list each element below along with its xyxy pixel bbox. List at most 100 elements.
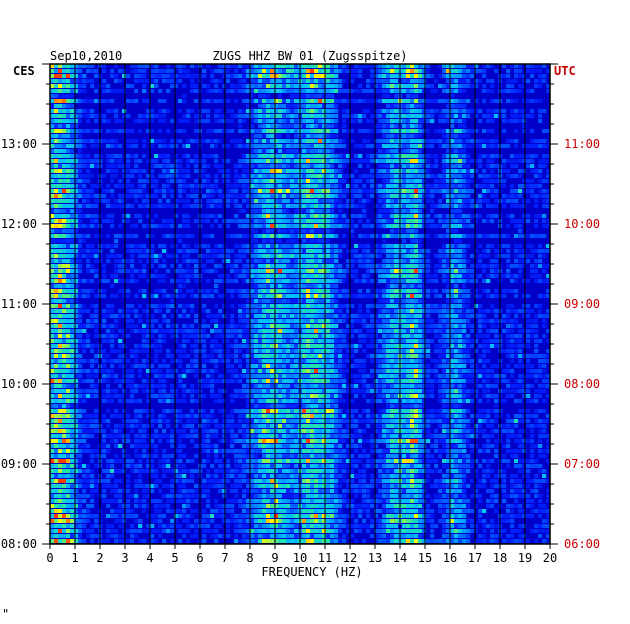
heatmap-cell — [426, 114, 431, 118]
heatmap-cell — [274, 324, 279, 328]
heatmap-cell — [50, 329, 55, 333]
heatmap-cell — [182, 144, 187, 148]
heatmap-cell — [442, 304, 447, 308]
heatmap-cell — [474, 69, 479, 73]
heatmap-cell — [390, 304, 395, 308]
heatmap-cell — [86, 254, 91, 258]
heatmap-cell — [310, 144, 315, 148]
heatmap-cell — [478, 294, 483, 298]
heatmap-cell — [190, 289, 195, 293]
heatmap-cell — [118, 159, 123, 163]
heatmap-cell — [346, 329, 351, 333]
heatmap-cell — [494, 334, 499, 338]
heatmap-cell — [410, 244, 415, 248]
heatmap-cell — [250, 254, 255, 258]
heatmap-cell — [334, 109, 339, 113]
heatmap-cell — [330, 254, 335, 258]
heatmap-cell — [394, 229, 399, 233]
heatmap-cell — [266, 124, 271, 128]
heatmap-cell — [410, 274, 415, 278]
heatmap-cell — [358, 219, 363, 223]
heatmap-cell — [482, 89, 487, 93]
heatmap-cell — [214, 119, 219, 123]
heatmap-cell — [178, 99, 183, 103]
heatmap-cell — [386, 299, 391, 303]
heatmap-cell — [410, 264, 415, 268]
heatmap-cell — [250, 179, 255, 183]
heatmap-cell — [354, 69, 359, 73]
heatmap-cell — [478, 334, 483, 338]
heatmap-cell — [366, 154, 371, 158]
heatmap-cell — [358, 279, 363, 283]
heatmap-cell — [54, 199, 59, 203]
heatmap-cell — [438, 319, 443, 323]
heatmap-cell — [410, 159, 415, 163]
heatmap-cell — [386, 259, 391, 263]
heatmap-cell — [330, 244, 335, 248]
heatmap-cell — [110, 144, 115, 148]
heatmap-cell — [478, 154, 483, 158]
heatmap-cell — [62, 74, 67, 78]
heatmap-cell — [518, 219, 523, 223]
heatmap-cell — [458, 84, 463, 88]
heatmap-cell — [394, 189, 399, 193]
heatmap-cell — [446, 119, 451, 123]
heatmap-cell — [242, 159, 247, 163]
heatmap-cell — [458, 214, 463, 218]
heatmap-cell — [114, 109, 119, 113]
heatmap-cell — [90, 289, 95, 293]
heatmap-cell — [54, 294, 59, 298]
heatmap-cell — [250, 124, 255, 128]
heatmap-cell — [514, 119, 519, 123]
heatmap-cell — [182, 254, 187, 258]
heatmap-cell — [210, 194, 215, 198]
heatmap-cell — [230, 304, 235, 308]
heatmap-cell — [50, 199, 55, 203]
heatmap-cell — [134, 234, 139, 238]
heatmap-cell — [230, 64, 235, 68]
heatmap-cell — [338, 144, 343, 148]
heatmap-cell — [210, 79, 215, 83]
heatmap-cell — [118, 194, 123, 198]
heatmap-cell — [166, 179, 171, 183]
heatmap-cell — [58, 284, 63, 288]
heatmap-cell — [290, 179, 295, 183]
heatmap-cell — [422, 289, 427, 293]
heatmap-cell — [154, 289, 159, 293]
heatmap-cell — [354, 184, 359, 188]
heatmap-cell — [418, 139, 423, 143]
heatmap-cell — [242, 279, 247, 283]
heatmap-cell — [62, 259, 67, 263]
heatmap-cell — [366, 304, 371, 308]
heatmap-cell — [270, 144, 275, 148]
heatmap-cell — [490, 304, 495, 308]
heatmap-cell — [318, 324, 323, 328]
heatmap-cell — [66, 279, 71, 283]
heatmap-cell — [406, 289, 411, 293]
heatmap-cell — [150, 249, 155, 253]
heatmap-cell — [310, 284, 315, 288]
heatmap-cell — [362, 319, 367, 323]
heatmap-cell — [274, 69, 279, 73]
heatmap-cell — [454, 99, 459, 103]
heatmap-cell — [314, 274, 319, 278]
heatmap-cell — [306, 284, 311, 288]
heatmap-cell — [62, 329, 67, 333]
heatmap-cell — [474, 99, 479, 103]
heatmap-cell — [538, 159, 543, 163]
heatmap-cell — [266, 209, 271, 213]
heatmap-cell — [374, 169, 379, 173]
heatmap-cell — [426, 274, 431, 278]
heatmap-cell — [270, 239, 275, 243]
heatmap-cell — [334, 119, 339, 123]
heatmap-cell — [218, 169, 223, 173]
heatmap-cell — [458, 269, 463, 273]
heatmap-cell — [458, 69, 463, 73]
heatmap-cell — [94, 224, 99, 228]
heatmap-cell — [370, 259, 375, 263]
heatmap-cell — [66, 114, 71, 118]
heatmap-cell — [326, 309, 331, 313]
heatmap-cell — [534, 304, 539, 308]
heatmap-cell — [286, 79, 291, 83]
heatmap-cell — [502, 184, 507, 188]
